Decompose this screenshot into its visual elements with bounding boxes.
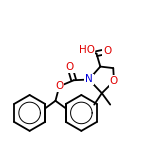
Text: O: O — [66, 62, 74, 72]
Text: HO: HO — [79, 45, 95, 55]
Text: O: O — [55, 81, 63, 91]
Text: N: N — [85, 74, 93, 85]
Text: O: O — [103, 46, 111, 56]
Text: O: O — [110, 76, 118, 86]
